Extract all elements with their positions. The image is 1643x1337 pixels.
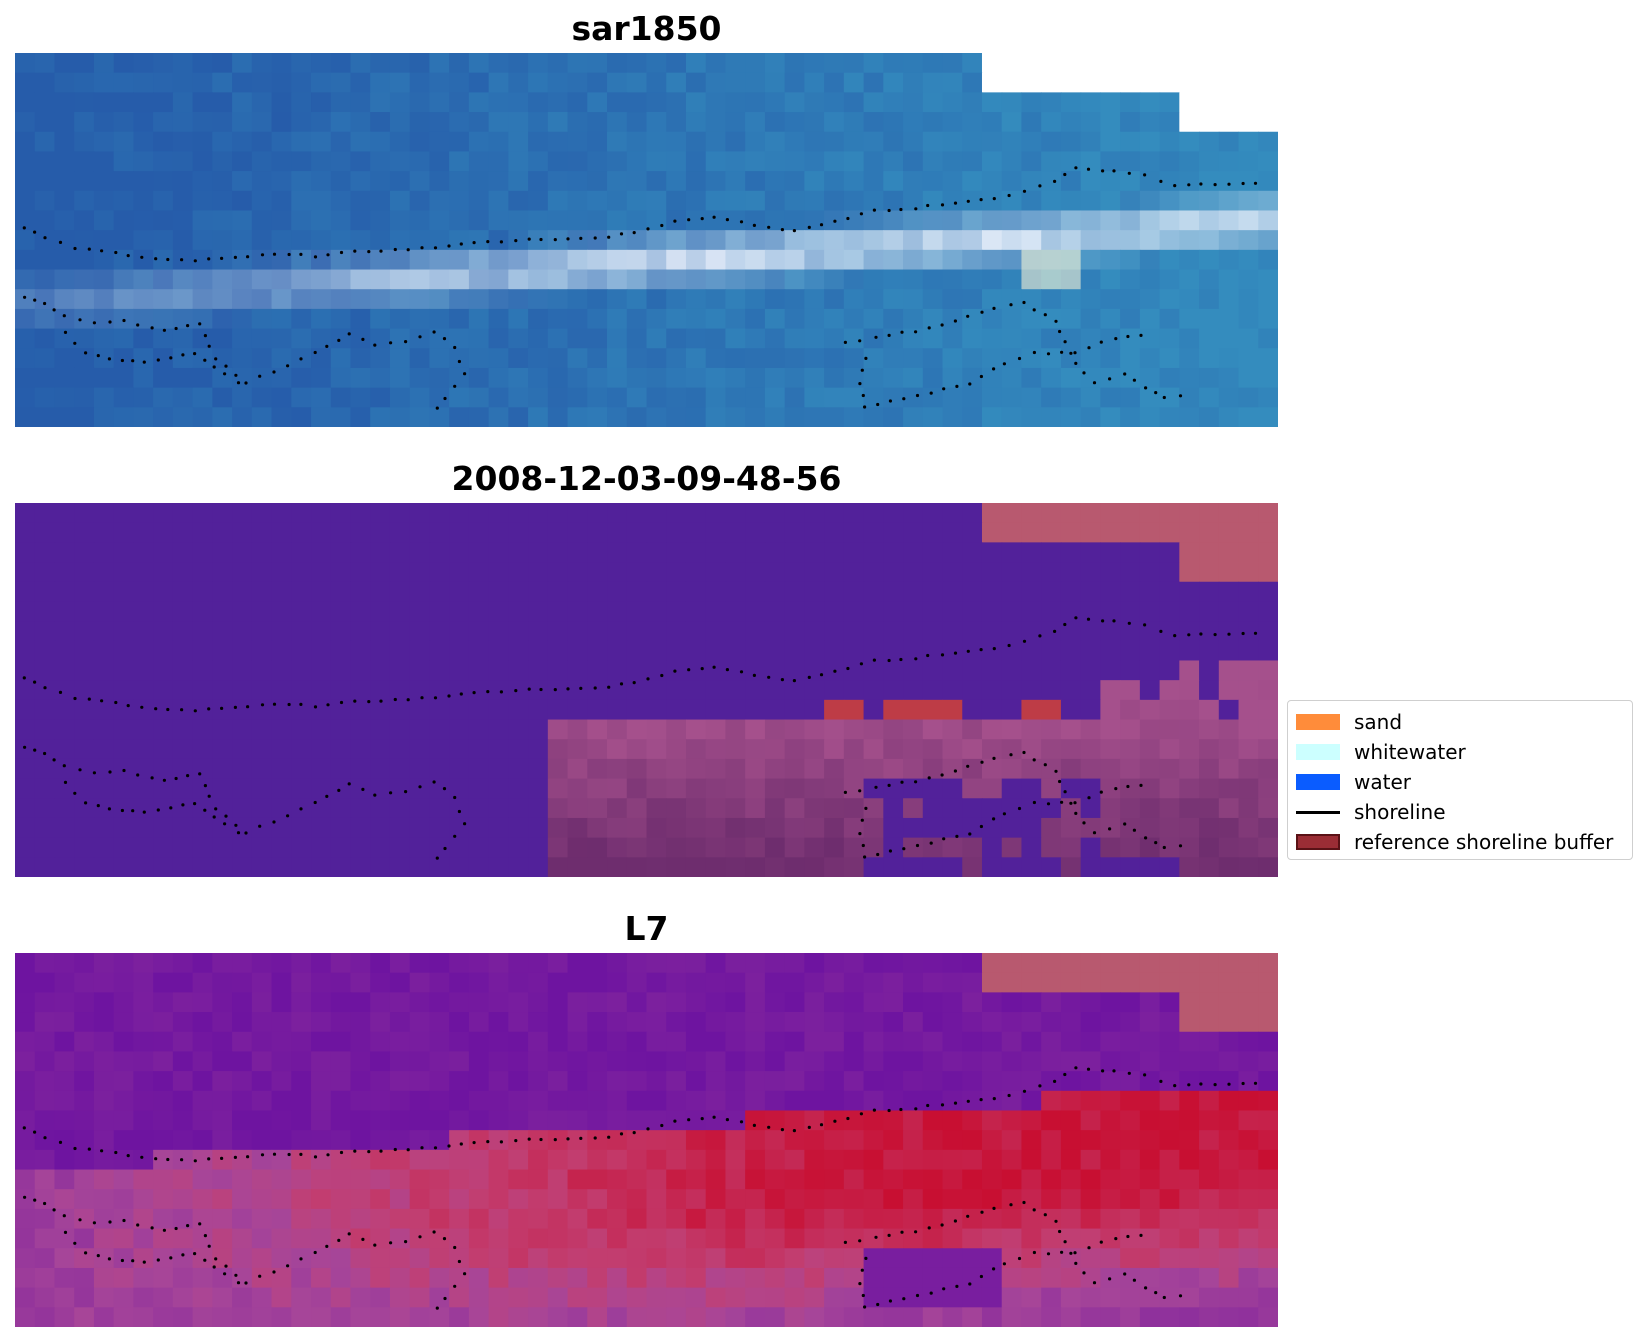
panel-title-l7: L7 — [624, 909, 669, 948]
legend-item-reference-buffer: reference shoreline buffer — [1296, 830, 1613, 854]
whitewater-swatch-icon — [1296, 744, 1340, 760]
legend-label: whitewater — [1354, 740, 1466, 764]
shoreline-points — [22, 616, 1258, 860]
shoreline-points — [22, 166, 1258, 410]
legend: sand whitewater water shoreline referenc… — [1287, 700, 1633, 860]
legend-item-water: water — [1296, 770, 1411, 794]
buffer-swatch-icon — [1296, 834, 1340, 850]
legend-label: sand — [1354, 710, 1403, 734]
shoreline-points — [22, 1066, 1258, 1310]
legend-item-whitewater: whitewater — [1296, 740, 1466, 764]
legend-item-sand: sand — [1296, 710, 1402, 734]
rgb-image — [15, 53, 1278, 427]
panel-title-sar1850: sar1850 — [571, 9, 722, 48]
sand-swatch-icon — [1296, 714, 1340, 730]
image-panel-classification — [15, 503, 1278, 877]
classification-image — [15, 503, 1278, 877]
shoreline-line-icon — [1296, 810, 1340, 814]
image-panel-sar1850 — [15, 53, 1278, 427]
water-swatch-icon — [1296, 774, 1340, 790]
legend-label: shoreline — [1354, 800, 1446, 824]
panel-title-date: 2008-12-03-09-48-56 — [451, 459, 842, 498]
legend-label: reference shoreline buffer — [1354, 830, 1614, 854]
image-panel-l7 — [15, 953, 1278, 1327]
legend-item-shoreline: shoreline — [1296, 800, 1446, 824]
index-image — [15, 953, 1278, 1327]
legend-label: water — [1354, 770, 1411, 794]
